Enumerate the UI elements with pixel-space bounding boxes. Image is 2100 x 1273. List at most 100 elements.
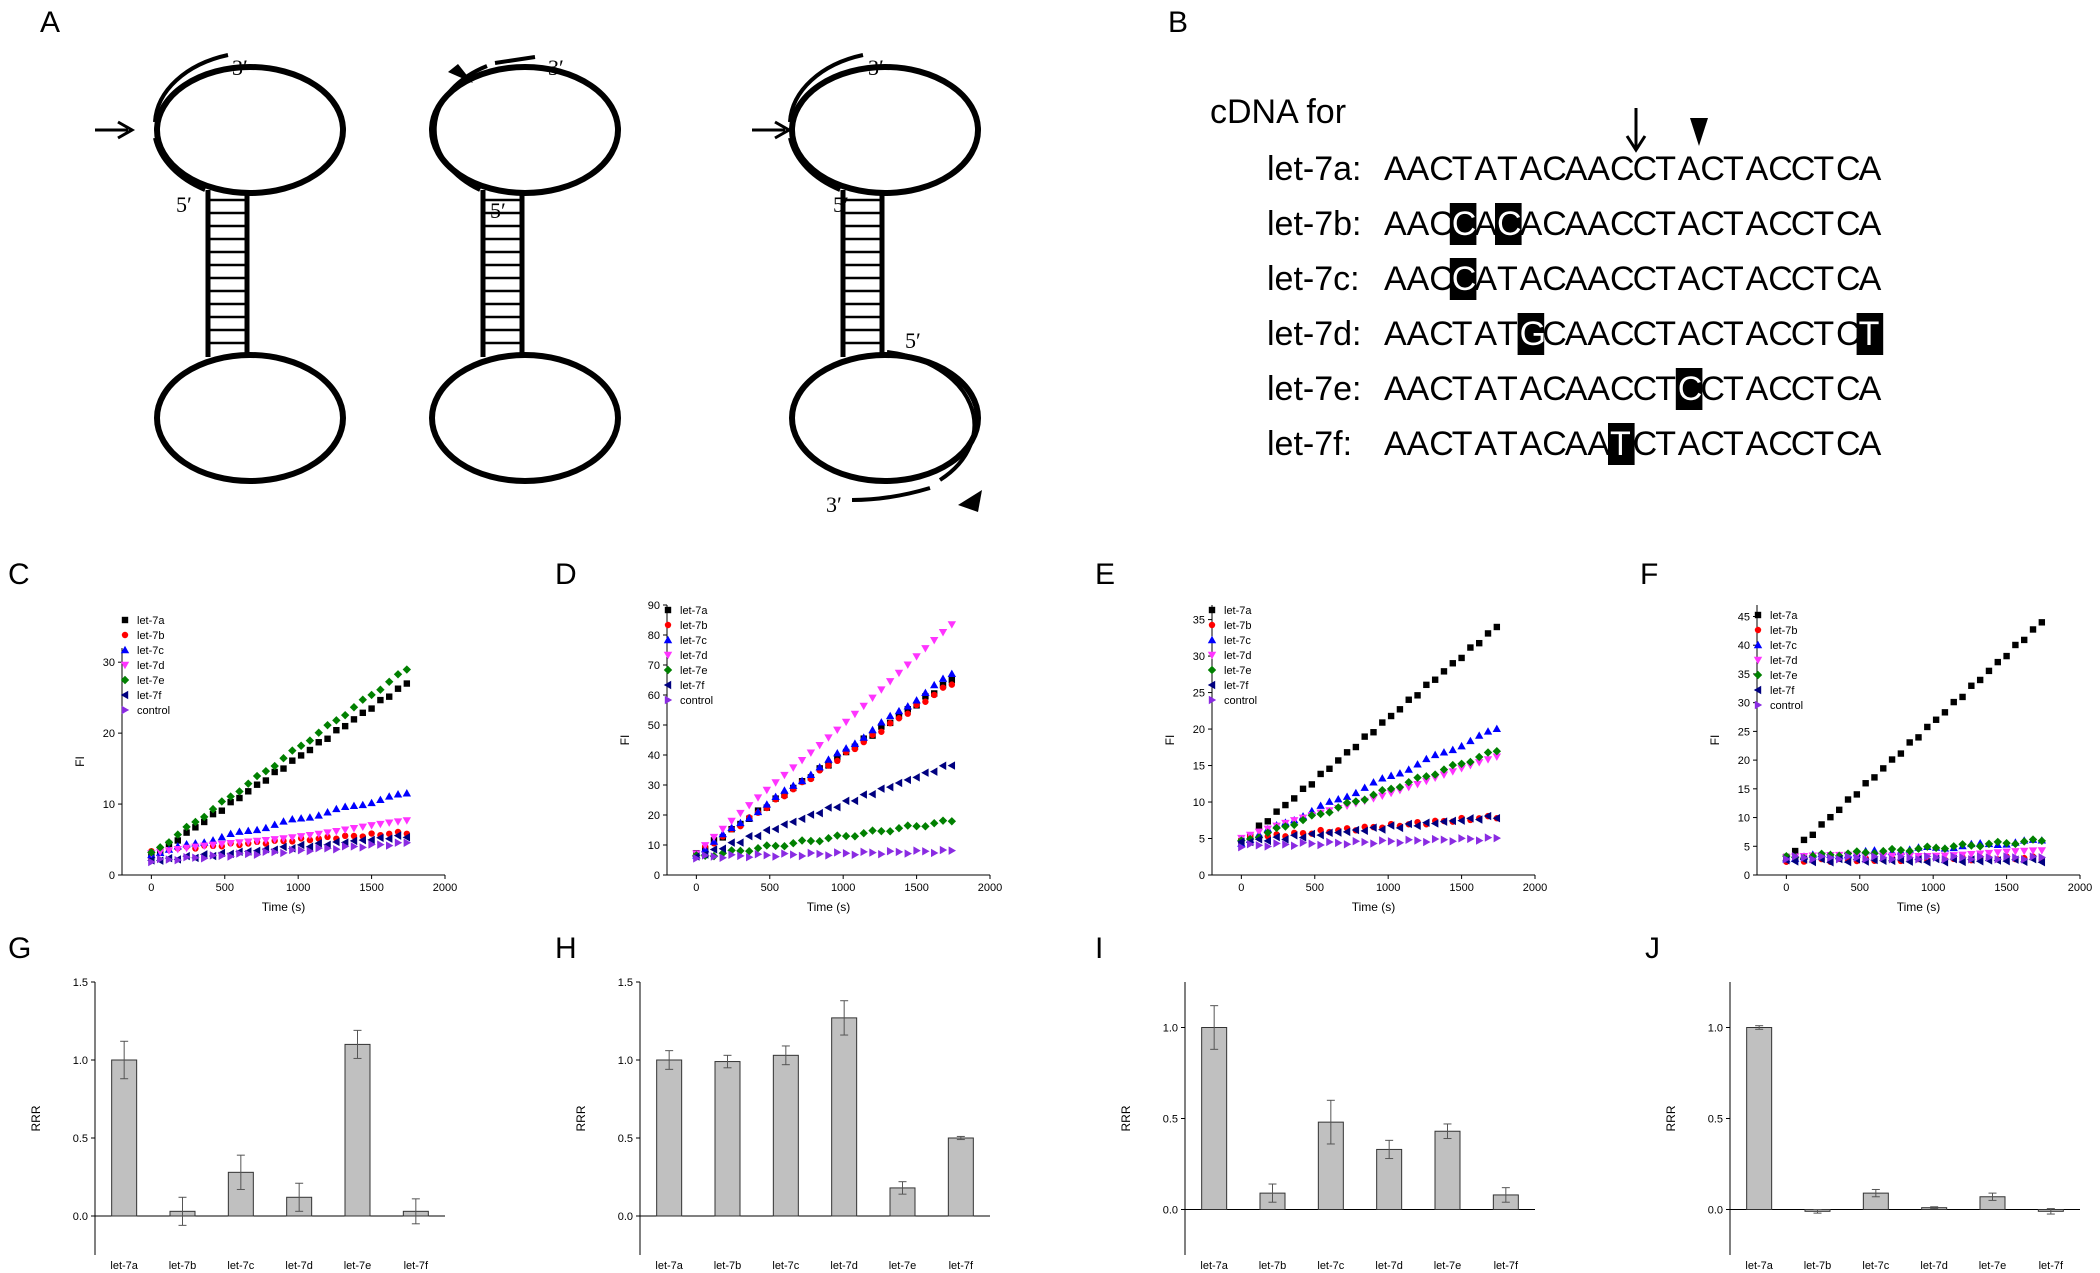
- data-point-let-7d: [1404, 784, 1413, 792]
- data-point-let-7f: [120, 690, 129, 700]
- y-tick-label: 0.0: [73, 1211, 88, 1223]
- sequence-base: T: [1813, 315, 1834, 353]
- sequence-base: A: [1859, 425, 1882, 463]
- data-point-let-7c: [1386, 771, 1396, 779]
- data-point-let-7a: [1264, 818, 1271, 825]
- five-prime-label: 5′: [176, 192, 192, 217]
- data-point-let-7a: [1370, 729, 1377, 736]
- data-point-let-7c: [1753, 640, 1763, 649]
- data-point-control: [1458, 834, 1466, 843]
- data-point-control: [341, 842, 350, 851]
- mismatch-highlight: [1495, 203, 1522, 245]
- category-label: let-7d: [830, 1260, 858, 1272]
- data-point-let-7f: [349, 836, 358, 846]
- data-point-let-7a: [1431, 676, 1439, 683]
- sequence-base: T: [1859, 315, 1880, 353]
- data-point-let-7f: [912, 773, 920, 782]
- x-tick-label: 500: [1306, 882, 1324, 894]
- y-tick-label: 50: [648, 720, 660, 732]
- three-prime-label: 3′: [826, 492, 842, 517]
- sequence-base: T: [1723, 205, 1744, 243]
- data-point-let-7a: [394, 685, 402, 692]
- data-point-let-7d: [1475, 759, 1484, 767]
- data-point-let-7e: [1967, 841, 1976, 850]
- data-point-let-7d: [305, 831, 315, 840]
- data-point-let-7f: [894, 778, 903, 788]
- data-point-let-7a: [1299, 785, 1307, 793]
- data-point-let-7f: [806, 810, 815, 819]
- legend-entry: let-7c: [680, 635, 707, 647]
- data-point-control: [939, 845, 948, 855]
- data-point-let-7b: [939, 684, 947, 691]
- data-point-let-7f: [903, 775, 911, 785]
- sequence-base: A: [1474, 425, 1497, 463]
- sequence-base: C: [1791, 150, 1816, 188]
- data-point-let-7a: [2003, 652, 2010, 660]
- y-tick-label: 15: [1738, 784, 1750, 796]
- data-point-let-7a: [1405, 696, 1412, 703]
- y-tick-label: 30: [648, 780, 660, 792]
- y-tick-label: 30: [1193, 651, 1205, 663]
- data-point-let-7b: [386, 830, 393, 837]
- legend-entry: let-7f: [137, 690, 162, 702]
- data-point-let-7d: [753, 794, 763, 802]
- data-point-let-7c: [1475, 731, 1484, 739]
- category-label: let-7c: [227, 1260, 254, 1272]
- data-point-let-7f: [947, 761, 956, 770]
- data-point-control: [359, 843, 367, 852]
- data-point-let-7f: [762, 825, 771, 835]
- data-point-control: [1950, 852, 1958, 861]
- data-point-let-7c: [797, 776, 807, 785]
- data-point-let-7c: [323, 808, 332, 816]
- data-point-let-7a: [1291, 795, 1298, 802]
- data-point-let-7e: [1492, 747, 1502, 756]
- data-point-let-7c: [1466, 736, 1475, 745]
- data-point-let-7c: [947, 669, 957, 678]
- data-point-let-7f: [1272, 832, 1280, 842]
- y-axis-title: FI: [73, 756, 87, 767]
- data-point-control: [1467, 834, 1475, 844]
- data-point-let-7b: [869, 731, 876, 739]
- data-point-let-7a: [1387, 712, 1395, 720]
- data-point-let-7f: [921, 768, 929, 777]
- data-point-let-7d: [226, 839, 235, 848]
- chart-g: 0.0 0.5 1.0 1.5 RRR let-7a let-7b let-7c let-7d l…: [29, 977, 445, 1272]
- data-point-let-7f: [1404, 819, 1412, 829]
- data-point-let-7e: [1307, 811, 1317, 820]
- sequence-base: C: [1633, 260, 1658, 298]
- data-point-let-7d: [385, 819, 394, 827]
- data-point-let-7e: [2011, 839, 2020, 849]
- data-point-control: [280, 848, 288, 858]
- data-point-let-7a: [1924, 723, 1931, 731]
- category-label: let-7c: [1317, 1260, 1344, 1272]
- panel-letter-c: C: [8, 558, 30, 591]
- data-point-let-7c: [1430, 750, 1440, 759]
- data-point-let-7a: [1282, 801, 1289, 809]
- data-point-let-7e: [314, 728, 323, 737]
- data-point-control: [878, 849, 886, 859]
- data-point-control: [895, 847, 904, 857]
- x-axis-title: Time (s): [1897, 900, 1941, 914]
- data-point-let-7a: [1897, 750, 1905, 757]
- data-point-let-7b: [306, 836, 314, 844]
- x-tick-label: 500: [216, 882, 234, 894]
- data-point-control: [1476, 836, 1484, 845]
- data-point-let-7e: [385, 677, 394, 686]
- data-point-let-7e: [120, 675, 130, 685]
- y-tick-label: 0.5: [1163, 1114, 1178, 1126]
- sequence-base: T: [1813, 260, 1834, 298]
- data-point-control: [1335, 838, 1343, 848]
- data-point-control: [324, 844, 332, 853]
- legend-entry: let-7a: [137, 615, 165, 627]
- sequence-base: T: [1723, 425, 1744, 463]
- data-point-let-7c: [120, 645, 130, 654]
- data-point-let-7e: [1975, 842, 1985, 851]
- data-point-control: [1396, 838, 1405, 847]
- data-point-control: [1853, 853, 1862, 862]
- sequence-base: A: [1565, 150, 1588, 188]
- hairpin-diagrams: 3′ 5′ 3′ 5′: [95, 53, 982, 517]
- data-point-control: [1326, 837, 1334, 847]
- y-tick-label: 80: [648, 630, 660, 642]
- data-point-let-7f: [1360, 826, 1368, 836]
- sequence-base: A: [1520, 205, 1543, 243]
